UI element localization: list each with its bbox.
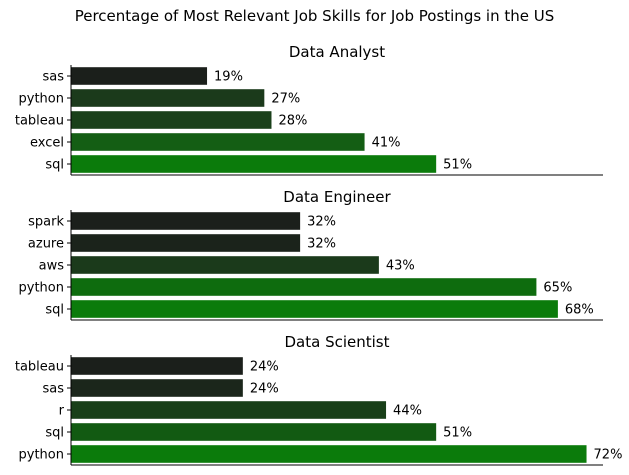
y-tick-label: sql	[45, 303, 64, 318]
data-label: 27%	[271, 92, 300, 107]
y-tick-label: sas	[42, 70, 64, 85]
bar	[71, 212, 301, 230]
y-tick-label: sql	[45, 426, 64, 441]
data-label: 51%	[443, 426, 472, 441]
bar	[71, 256, 379, 274]
bar	[71, 89, 265, 107]
data-label: 51%	[443, 158, 472, 173]
bar	[71, 401, 387, 419]
data-label: 32%	[307, 215, 336, 230]
data-label: 68%	[565, 303, 594, 318]
y-tick-label: excel	[30, 136, 64, 151]
data-label: 19%	[214, 70, 243, 85]
data-label: 28%	[278, 114, 307, 129]
data-label: 43%	[386, 259, 415, 274]
data-label: 32%	[307, 237, 336, 252]
data-label: 44%	[393, 404, 422, 419]
figure-title: Percentage of Most Relevant Job Skills f…	[74, 7, 555, 25]
bar	[71, 278, 537, 296]
chart-title: Data Engineer	[283, 188, 391, 206]
y-tick-label: sql	[45, 158, 64, 173]
bar	[71, 111, 272, 129]
y-tick-label: tableau	[15, 114, 64, 129]
bar	[71, 379, 243, 397]
y-tick-label: aws	[39, 259, 65, 274]
y-tick-label: python	[19, 448, 64, 463]
chart-panel: Data Analyst sas 19% python 27% tableau 28% exc…	[15, 43, 603, 176]
bar	[71, 234, 301, 252]
chart-panel: Data Engineer spark 32% azure 32% aws 43% pytho…	[19, 188, 603, 321]
bar	[71, 133, 365, 151]
bar	[71, 445, 587, 463]
y-tick-label: python	[19, 281, 64, 296]
y-tick-label: azure	[28, 237, 64, 252]
chart-title: Data Analyst	[289, 43, 385, 61]
chart-panel: Data Scientist tableau 24% sas 24% r 44% sql 51%…	[15, 333, 623, 466]
y-tick-label: spark	[28, 215, 64, 230]
y-tick-label: tableau	[15, 360, 64, 375]
data-label: 41%	[372, 136, 401, 151]
bar	[71, 423, 437, 441]
bar	[71, 300, 558, 318]
y-tick-label: python	[19, 92, 64, 107]
bar	[71, 357, 243, 375]
y-tick-label: r	[59, 404, 65, 419]
bar	[71, 155, 437, 173]
data-label: 24%	[250, 360, 279, 375]
data-label: 24%	[250, 382, 279, 397]
data-label: 65%	[543, 281, 572, 296]
chart-title: Data Scientist	[285, 333, 390, 351]
data-label: 72%	[594, 448, 623, 463]
bar	[71, 67, 208, 85]
y-tick-label: sas	[42, 382, 64, 397]
